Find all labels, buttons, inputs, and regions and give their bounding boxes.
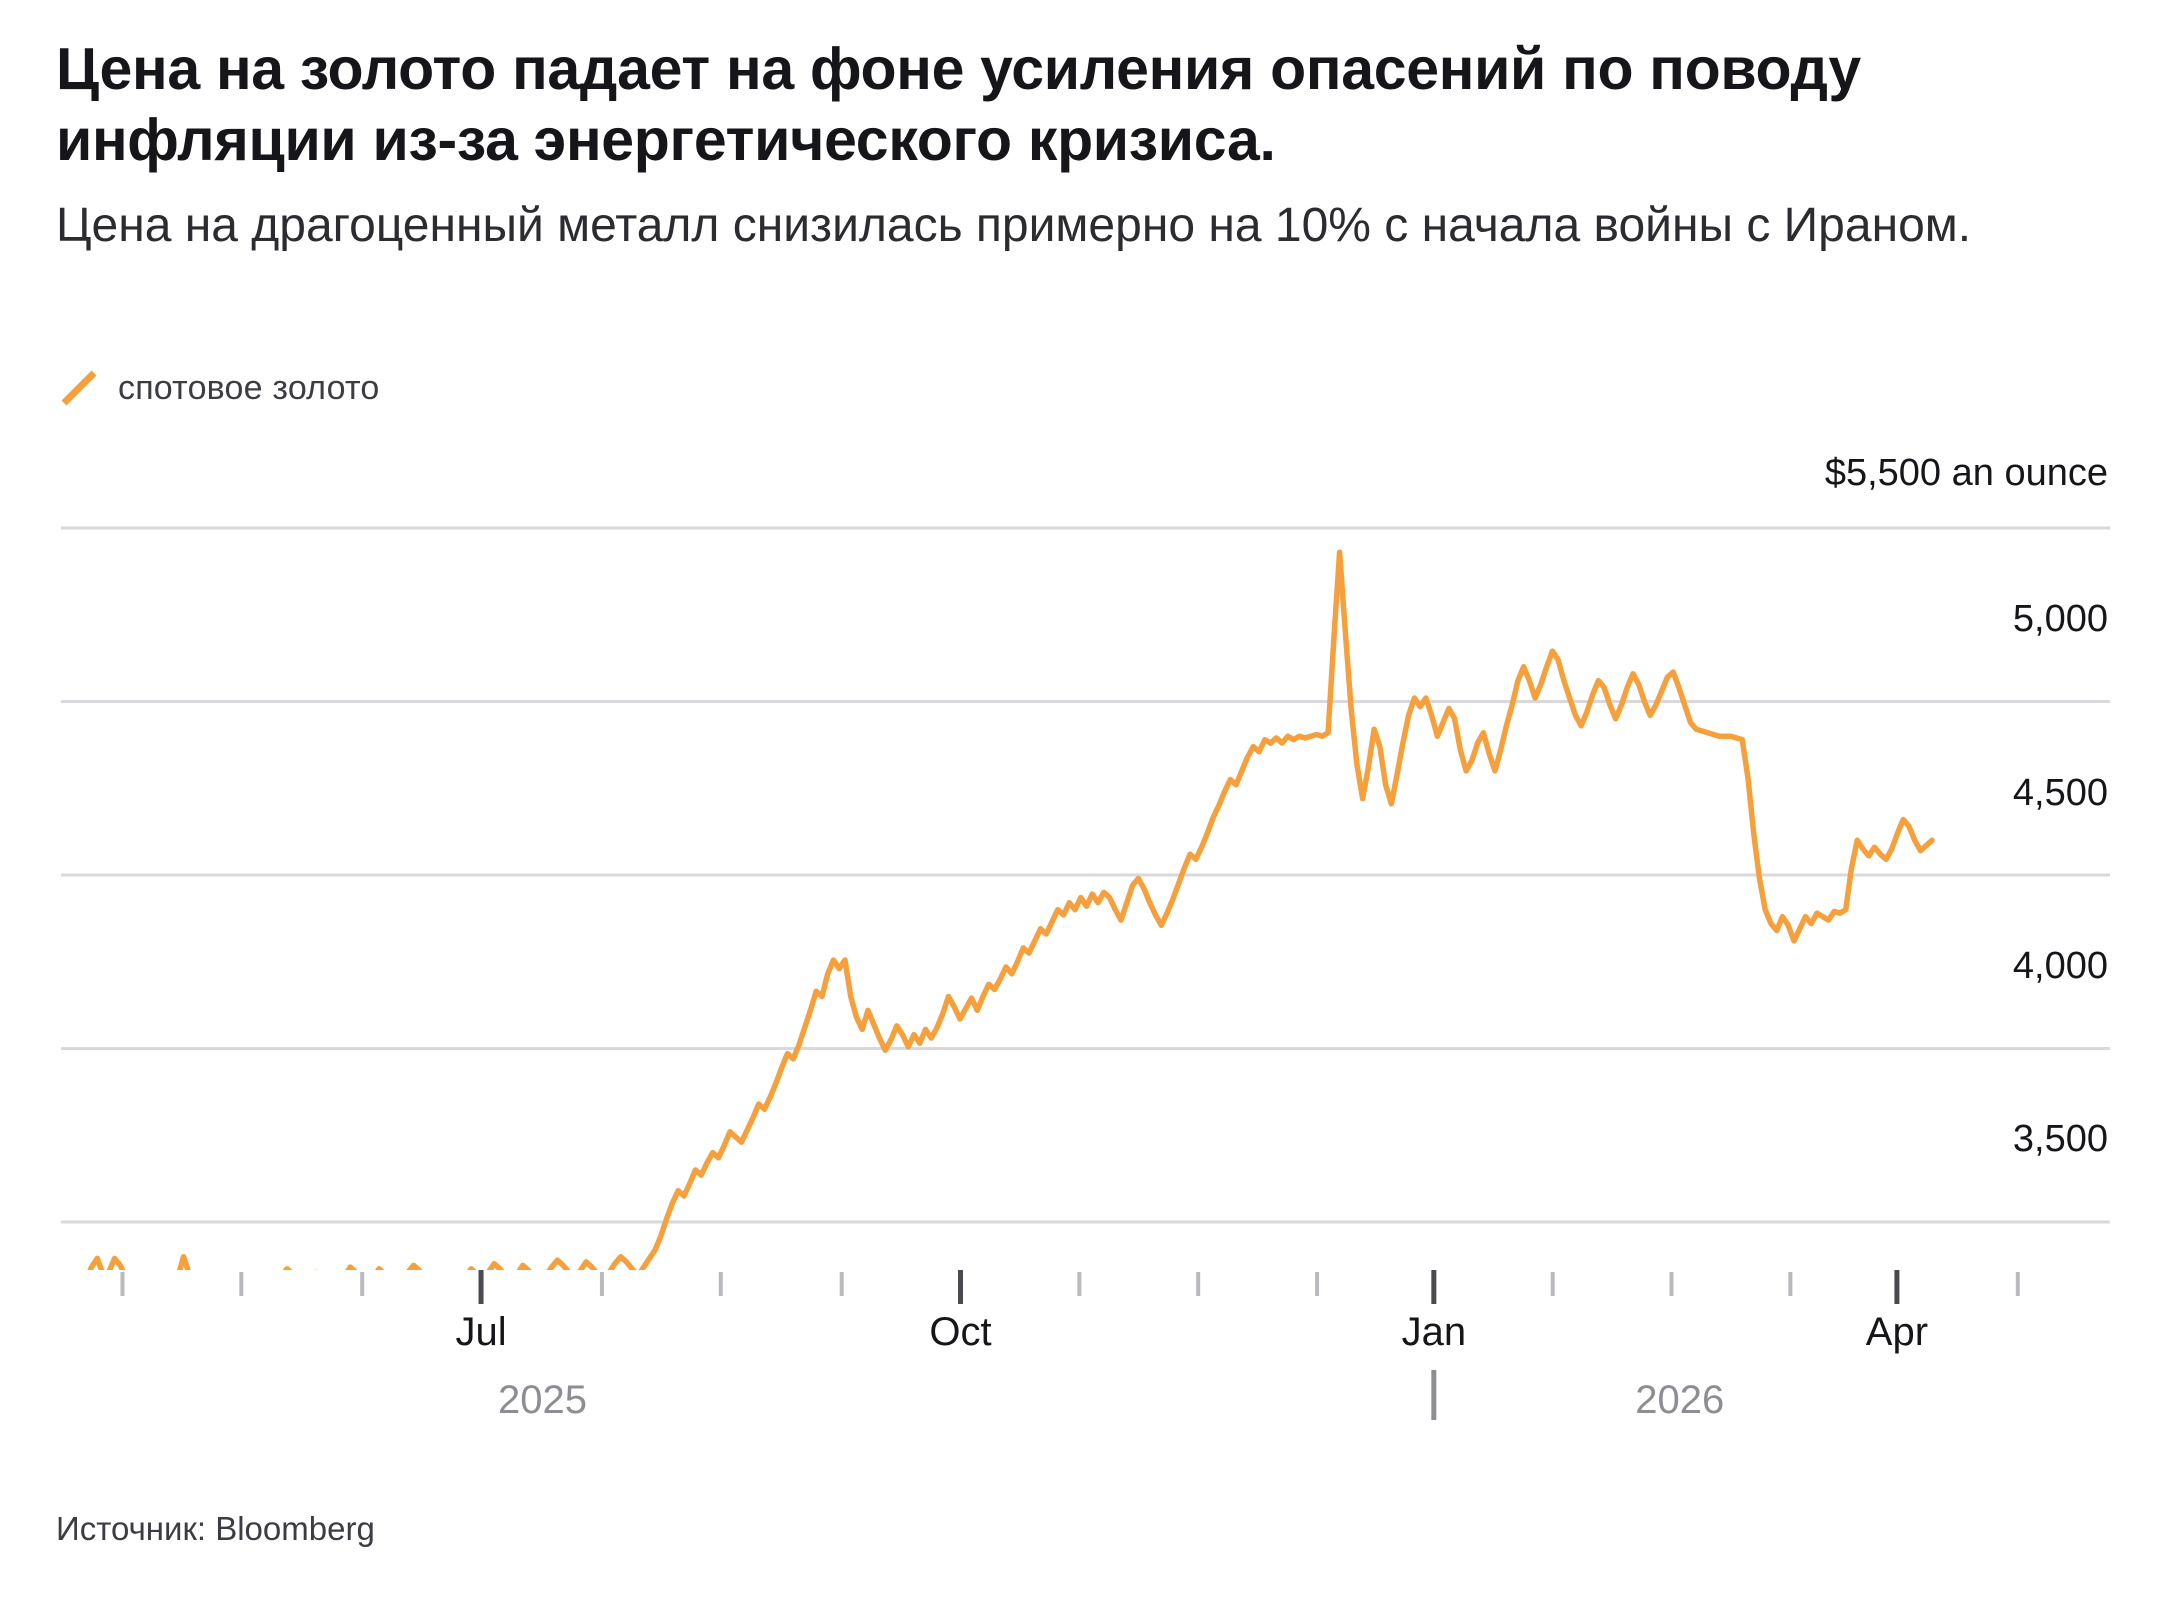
series-line-spot-gold [87, 549, 1935, 1270]
source-note: Источник: Bloomberg [56, 1510, 375, 1547]
gold-price-line-chart: $5,500 an ounce 5,000 4,500 4,000 3,500 [0, 440, 2160, 1270]
page-subtitle: Цена на драгоценный металл снизилась при… [56, 199, 1972, 252]
x-axis-major-ticks [478, 1270, 1900, 1304]
y-axis-tick-5000: 5,000 [2012, 598, 2108, 640]
y-axis-unit-label: $5,500 an ounce [1824, 452, 2108, 494]
legend-label: спотовое золото [118, 368, 380, 407]
x-axis-label-oct: Oct [929, 1310, 992, 1354]
y-axis-tick-3500: 3,500 [2012, 1118, 2108, 1160]
plot-area [61, 526, 2110, 1270]
chart-legend: спотовое золото [58, 367, 379, 409]
page-title: Цена на золото падает на фоне усиления о… [56, 36, 1861, 173]
y-axis-tick-4500: 4,500 [2012, 772, 2108, 814]
x-axis-year-label-2025: 2025 [498, 1378, 587, 1422]
x-axis-label-jul: Jul [455, 1310, 507, 1354]
x-axis-label-apr: Apr [1865, 1310, 1929, 1354]
line-segment-icon [61, 370, 97, 406]
x-axis-minor-ticks [120, 1272, 2020, 1296]
x-axis-year-label-2026: 2026 [1635, 1378, 1725, 1422]
x-axis-ticks [120, 1270, 2020, 1420]
y-axis-tick-4000: 4,000 [2012, 945, 2108, 987]
gridlines [61, 526, 2110, 1224]
x-axis: Jul Oct Jan Apr 2025 2026 [0, 1270, 2160, 1510]
x-axis-label-jan: Jan [1401, 1310, 1467, 1354]
